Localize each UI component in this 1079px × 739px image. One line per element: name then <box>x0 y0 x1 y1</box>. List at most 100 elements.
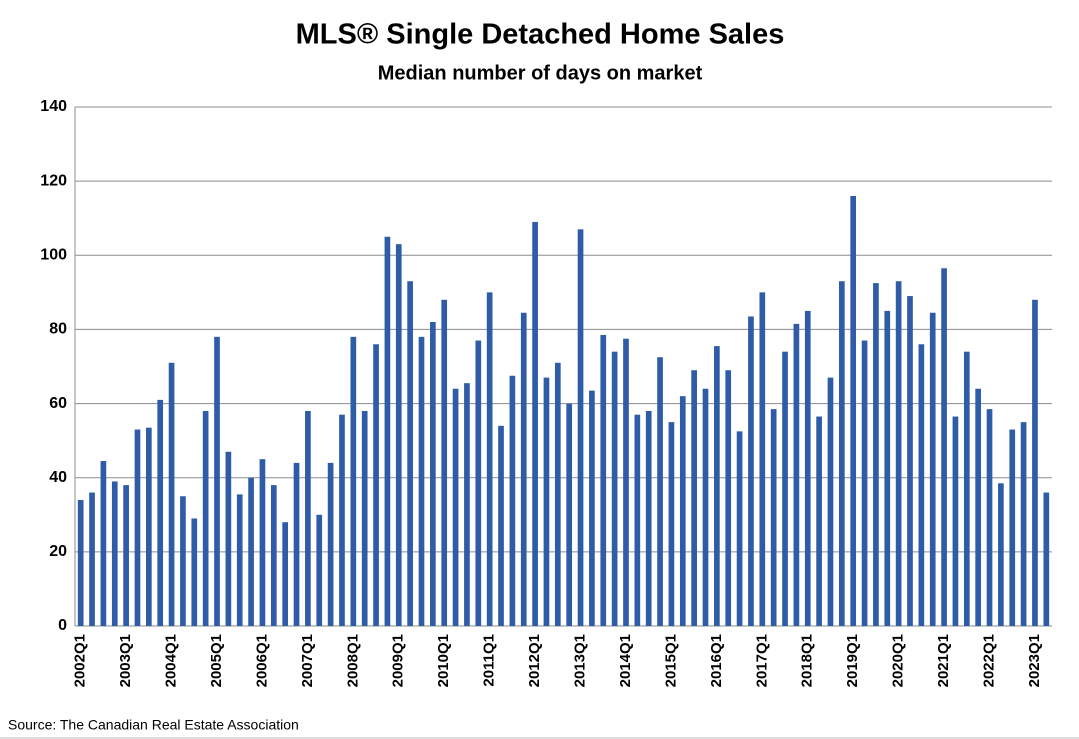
bar <box>850 195 857 626</box>
bar <box>1043 492 1050 626</box>
x-tick-label: 2014Q1 <box>617 634 634 687</box>
bar <box>282 522 289 626</box>
bar <box>873 283 879 626</box>
bar <box>509 375 516 626</box>
bar <box>645 410 652 626</box>
bar <box>634 414 641 626</box>
bar <box>384 236 391 626</box>
bar <box>77 499 84 626</box>
bar <box>725 370 732 626</box>
bar <box>350 336 357 626</box>
bar <box>702 388 709 626</box>
bar <box>395 244 402 626</box>
bar <box>748 316 754 626</box>
bar <box>804 310 811 626</box>
x-tick-label: 2010Q1 <box>435 634 452 687</box>
y-tick-label: 80 <box>49 321 67 338</box>
x-tick-label: 2013Q1 <box>572 634 589 687</box>
bar <box>168 362 175 626</box>
bar <box>202 410 209 626</box>
bar <box>89 492 95 626</box>
bar <box>861 340 868 626</box>
bar <box>714 346 720 626</box>
bar <box>657 357 663 626</box>
y-tick-label: 100 <box>40 247 67 264</box>
x-tick-label: 2003Q1 <box>117 634 134 687</box>
x-tick-label: 2019Q1 <box>844 634 861 687</box>
bar <box>407 281 413 626</box>
bar <box>554 362 561 626</box>
bar <box>1009 429 1016 626</box>
bar <box>679 396 686 626</box>
bar <box>691 370 697 626</box>
bar <box>1032 299 1038 626</box>
x-tick-label: 2005Q1 <box>208 634 225 687</box>
bar <box>191 518 198 626</box>
bar <box>486 292 493 626</box>
bar <box>793 323 800 626</box>
bar <box>998 483 1004 626</box>
x-tick-label: 2023Q1 <box>1026 634 1043 687</box>
bar <box>236 494 243 626</box>
y-tick-label: 0 <box>58 617 67 634</box>
x-tick-label: 2009Q1 <box>390 634 407 687</box>
bar <box>100 461 107 626</box>
x-tick-label: 2021Q1 <box>935 634 952 687</box>
bar <box>361 410 368 626</box>
bar <box>1020 422 1027 626</box>
x-tick-label: 2018Q1 <box>799 634 816 687</box>
bar <box>146 427 152 626</box>
chart-subtitle: Median number of days on market <box>378 62 703 84</box>
bar <box>918 344 925 626</box>
bar <box>884 310 891 626</box>
bar <box>907 296 913 626</box>
y-tick-label: 60 <box>49 395 67 412</box>
bar <box>759 292 766 626</box>
bar <box>543 377 550 626</box>
bar <box>305 410 311 626</box>
bar <box>827 377 834 626</box>
bar <box>975 388 981 626</box>
bar <box>373 344 379 626</box>
bar <box>111 481 118 626</box>
bar <box>838 281 845 626</box>
x-tick-label: 2015Q1 <box>662 634 679 687</box>
bar <box>430 322 436 626</box>
bar <box>929 312 936 626</box>
bar <box>339 414 345 626</box>
bar <box>600 334 607 626</box>
x-tick-label: 2012Q1 <box>526 634 543 687</box>
bar <box>157 399 164 626</box>
bar <box>963 351 970 626</box>
bar <box>532 221 538 626</box>
bar <box>464 383 470 626</box>
x-tick-label: 2017Q1 <box>753 634 770 687</box>
bar <box>941 268 947 626</box>
bar <box>668 422 675 626</box>
bar <box>248 477 254 626</box>
chart-title: MLS® Single Detached Home Sales <box>296 19 785 51</box>
bar <box>452 388 459 626</box>
source-note: Source: The Canadian Real Estate Associa… <box>8 717 299 733</box>
x-tick-label: 2004Q1 <box>163 634 180 687</box>
x-tick-label: 2007Q1 <box>299 634 316 687</box>
bar <box>123 485 129 626</box>
bar <box>566 403 573 626</box>
x-tick-label: 2006Q1 <box>253 634 270 687</box>
bar <box>259 459 266 626</box>
bar <box>418 336 425 626</box>
bar <box>577 229 584 627</box>
bar <box>293 462 300 626</box>
bar <box>952 416 959 626</box>
x-tick-label: 2016Q1 <box>708 634 725 687</box>
bar <box>180 496 186 626</box>
bar <box>611 351 618 626</box>
x-tick-label: 2022Q1 <box>980 634 997 687</box>
y-tick-label: 120 <box>40 172 67 189</box>
y-tick-label: 40 <box>49 469 67 486</box>
bar <box>270 485 277 626</box>
y-tick-label: 140 <box>40 98 67 115</box>
bar <box>986 409 993 626</box>
bar <box>782 351 788 626</box>
